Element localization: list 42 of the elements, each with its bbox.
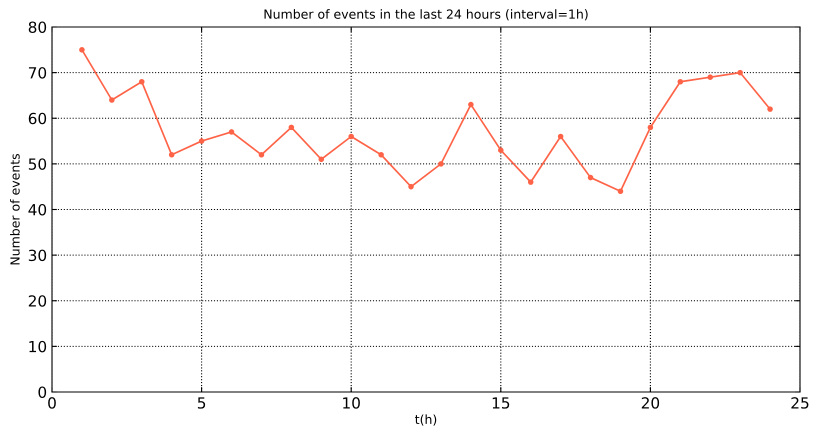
point (438, 161, 444, 167)
y-tick-label: 80 (28, 21, 46, 34)
y-tick-label: 0 (38, 386, 46, 398)
chart-title: Number of events in the last 24 hours (interval=1h) (264, 9, 588, 20)
point (558, 134, 564, 140)
point (528, 179, 534, 185)
point (648, 124, 654, 130)
point (767, 106, 773, 112)
point (348, 134, 354, 140)
point (737, 70, 743, 76)
point (168, 152, 174, 158)
x-axis-title: t(h) (415, 414, 436, 426)
x-tick-label: 25 (791, 397, 808, 409)
point (288, 124, 294, 130)
point (109, 97, 115, 103)
point (318, 156, 324, 162)
x-tick-label: 15 (492, 397, 510, 409)
point (498, 147, 504, 153)
point (198, 138, 204, 144)
point (468, 102, 474, 108)
y-axis-title: Number of events (10, 154, 20, 264)
point (707, 74, 714, 80)
point (618, 188, 624, 194)
y-tick-label: 30 (28, 250, 46, 262)
x-tick-label: 20 (642, 397, 660, 409)
x-tick-label: 0 (48, 397, 56, 409)
point (678, 78, 684, 85)
y-tick-label: 20 (28, 295, 46, 307)
point (588, 174, 594, 180)
y-tick-label: 50 (28, 158, 46, 170)
y-tick-label: 10 (29, 340, 46, 352)
y-tick-label: 40 (28, 204, 46, 216)
y-tick-label: 70 (28, 67, 46, 79)
y-tick-label: 60 (28, 112, 46, 124)
point (228, 129, 234, 135)
point (138, 78, 145, 85)
x-tick-label: 5 (198, 397, 206, 409)
x-tick-label: 10 (343, 397, 360, 409)
point (258, 152, 264, 158)
point (408, 184, 414, 190)
point (378, 152, 384, 158)
point (79, 47, 85, 53)
